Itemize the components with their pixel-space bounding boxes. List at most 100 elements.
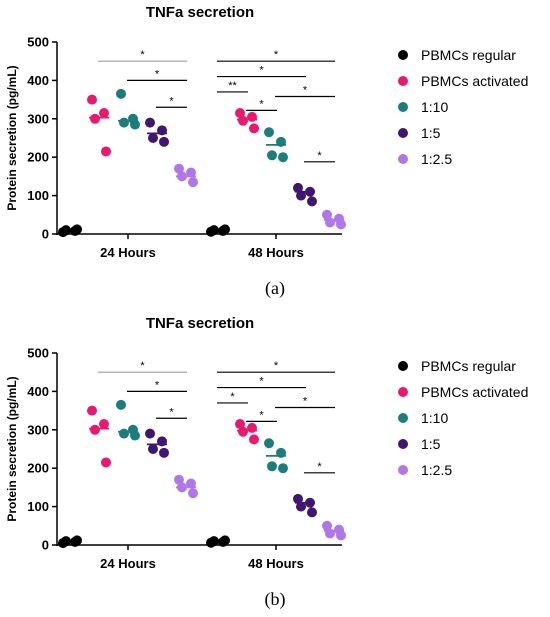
data-point [145,117,155,128]
significance-label: * [169,95,174,107]
legend-label: PBMCs activated [421,73,528,89]
significance-label: * [317,461,322,473]
data-point [188,488,198,499]
y-axis-label: Protein secretion (pg/mL) [5,376,19,521]
legend-marker [398,102,408,112]
x-tick-label: 24 Hours [100,556,156,571]
data-point [238,426,248,437]
significance-label: * [259,376,264,388]
y-tick-label: 500 [27,35,49,50]
data-point [72,535,82,546]
data-point [145,428,155,439]
y-tick-label: 400 [27,384,49,399]
data-point [238,115,248,126]
legend-label: 1:2.5 [421,151,452,167]
significance-label: * [274,49,279,61]
data-point [336,219,346,230]
y-tick-label: 400 [27,73,49,88]
data-point [99,419,109,430]
data-point [99,108,109,119]
significance-label: * [155,68,160,80]
data-point [264,438,274,449]
data-point [174,163,184,174]
legend-marker [398,439,408,449]
data-point [101,457,111,468]
data-point [307,507,317,518]
significance-label: * [169,406,174,418]
data-point [130,119,140,130]
data-point [296,501,306,512]
data-point [278,463,288,474]
legend-label: 1:2.5 [421,462,452,478]
data-point [249,123,259,134]
data-point [267,461,277,472]
legend-marker [398,128,408,138]
data-point [220,224,230,235]
data-point [90,424,100,435]
legend-label: PBMCs activated [421,384,528,400]
y-tick-label: 100 [27,188,49,203]
significance-label: ** [228,80,237,92]
data-point [322,520,332,531]
data-point [267,150,277,161]
y-tick-label: 200 [27,461,49,476]
data-point [235,108,245,119]
y-tick-label: 0 [42,538,49,553]
data-point [278,152,288,163]
y-tick-label: 300 [27,422,49,437]
significance-label: * [155,379,160,391]
data-point [159,447,169,458]
significance-label: * [317,150,322,162]
data-point [90,113,100,124]
legend-label: 1:10 [421,99,448,115]
data-point [87,405,97,416]
data-point [307,196,317,207]
chart-panel-a: TNFa secretion Protein secretion (pg/mL) 0… [5,4,528,299]
panel-caption: (a) [265,278,285,299]
x-tick-label: 48 Hours [248,245,304,260]
legend-marker [398,413,408,423]
chart-title: TNFa secretion [146,315,254,332]
data-point [119,428,129,439]
y-tick-label: 200 [27,150,49,165]
chart-panel-b: TNFa secretion Protein secretion (pg/mL) 0… [5,315,528,610]
legend-label: 1:10 [421,410,448,426]
data-point [159,136,169,147]
data-point [130,430,140,441]
y-tick-label: 500 [27,346,49,361]
data-point [249,434,259,445]
y-axis-label: Protein secretion (pg/mL) [5,65,19,210]
data-point [87,94,97,105]
legend-label: PBMCs regular [421,358,516,374]
legend-marker [398,50,408,60]
legend-marker [398,154,408,164]
data-point [148,444,158,454]
data-point [235,419,245,430]
data-point [186,167,196,178]
data-point [186,478,196,489]
data-point [119,117,129,128]
data-point [336,530,346,541]
legend-marker [398,76,408,86]
legend-label: PBMCs regular [421,47,516,63]
data-point [116,88,126,99]
data-point [264,127,274,138]
significance-label: * [140,360,145,372]
data-point [293,182,303,193]
chart-title: TNFa secretion [146,4,254,21]
significance-label: * [230,391,235,403]
data-point [188,177,198,188]
y-tick-label: 300 [27,111,49,126]
legend-marker [398,361,408,371]
data-point [116,399,126,410]
significance-label: * [303,396,308,408]
y-tick-label: 100 [27,499,49,514]
data-point [174,474,184,485]
legend-label: 1:5 [421,125,441,141]
y-tick-label: 0 [42,227,49,242]
panel-caption: (b) [265,589,286,610]
legend-marker [398,465,408,475]
data-point [293,493,303,504]
data-point [220,535,230,546]
legend-label: 1:5 [421,436,441,452]
